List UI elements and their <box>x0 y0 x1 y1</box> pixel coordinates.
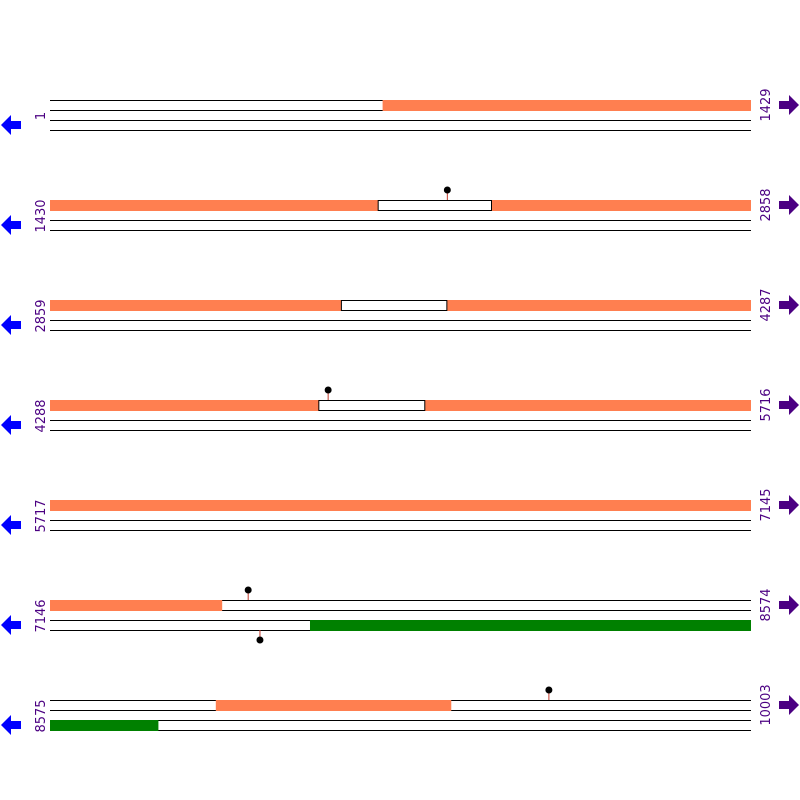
forward-feature-block <box>215 700 452 711</box>
gap-box <box>318 400 426 411</box>
start-position-label: 4288 <box>34 399 49 432</box>
end-position-label: 1429 <box>759 88 774 121</box>
sequence-row: 7146 8574 <box>1 586 799 644</box>
forward-feature-block <box>446 300 751 311</box>
arrow-right-icon[interactable] <box>779 595 799 615</box>
arrow-left-icon[interactable] <box>1 515 21 535</box>
start-position-label: 1430 <box>34 199 49 232</box>
arrow-right-icon[interactable] <box>779 395 799 415</box>
site-marker <box>545 686 553 700</box>
forward-feature-block <box>491 200 751 211</box>
arrow-left-icon[interactable] <box>1 615 21 635</box>
arrow-left-icon[interactable] <box>1 115 21 135</box>
sequence-row: 1430 2858 <box>1 186 799 235</box>
forward-feature-block <box>424 400 751 411</box>
forward-feature-block <box>50 500 751 511</box>
forward-feature-block <box>50 300 342 311</box>
sequence-row: 2859 4287 <box>1 288 799 335</box>
end-position-label: 8574 <box>759 588 774 621</box>
arrow-right-icon[interactable] <box>779 195 799 215</box>
end-position-label: 5716 <box>759 388 774 421</box>
site-marker <box>256 630 264 644</box>
start-position-label: 1 <box>34 112 49 120</box>
forward-feature-block <box>50 200 379 211</box>
forward-feature-block <box>50 400 319 411</box>
sequence-row: 1 1429 <box>1 88 799 135</box>
sequence-row: 5717 7145 <box>1 488 799 535</box>
end-position-label: 10003 <box>759 684 774 725</box>
start-position-label: 7146 <box>34 599 49 632</box>
forward-feature-block <box>382 100 751 111</box>
start-position-label: 8575 <box>34 699 49 732</box>
gap-box <box>340 300 448 311</box>
arrow-left-icon[interactable] <box>1 715 21 735</box>
forward-feature-block <box>50 600 223 611</box>
gap-box <box>377 200 492 211</box>
reverse-feature-block <box>50 720 159 731</box>
sequence-row: 8575 10003 <box>1 684 799 735</box>
arrow-left-icon[interactable] <box>1 215 21 235</box>
arrow-right-icon[interactable] <box>779 95 799 115</box>
start-position-label: 5717 <box>34 499 49 532</box>
start-position-label: 2859 <box>34 299 49 332</box>
arrow-right-icon[interactable] <box>779 295 799 315</box>
end-position-label: 2858 <box>759 188 774 221</box>
end-position-label: 7145 <box>759 488 774 521</box>
arrow-right-icon[interactable] <box>779 695 799 715</box>
site-marker <box>324 386 332 400</box>
arrow-left-icon[interactable] <box>1 415 21 435</box>
reverse-feature-block <box>309 620 751 631</box>
arrow-right-icon[interactable] <box>779 495 799 515</box>
site-marker <box>443 186 451 200</box>
arrow-left-icon[interactable] <box>1 315 21 335</box>
end-position-label: 4287 <box>759 288 774 321</box>
sequence-row: 4288 5716 <box>1 386 799 435</box>
site-marker <box>244 586 252 600</box>
